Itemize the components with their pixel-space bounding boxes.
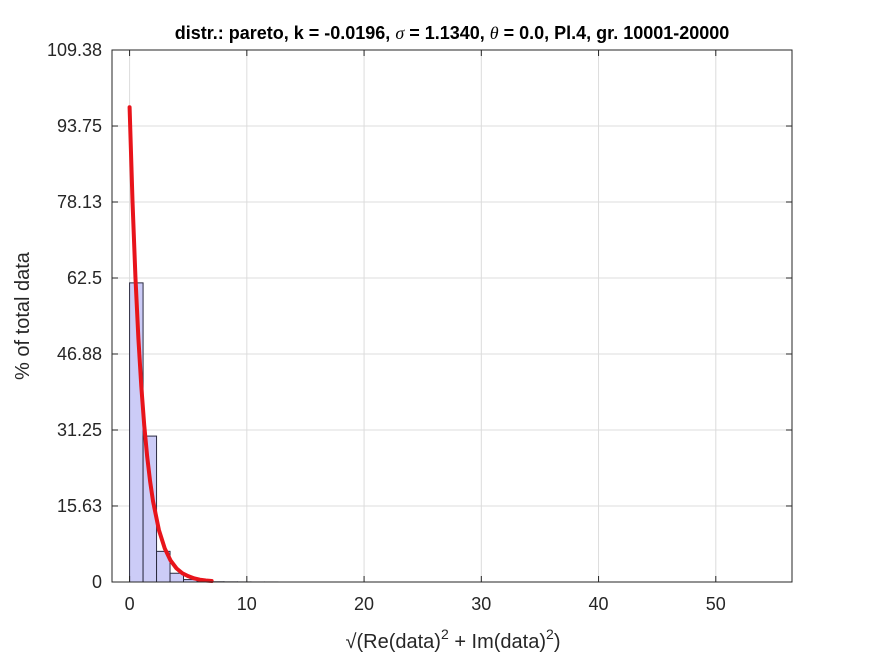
y-axis-label: % of total data [12, 251, 34, 380]
y-tick-label: 46.88 [57, 344, 102, 364]
y-axis-ticks: 0 15.63 31.25 46.88 62.5 78.13 93.75 109.38 [47, 40, 792, 592]
y-tick-label: 0 [92, 572, 102, 592]
y-tick-label: 31.25 [57, 420, 102, 440]
x-tick-label: 0 [125, 594, 135, 614]
x-axis-label: √(Re(data)2 + Im(data)2) [346, 626, 561, 653]
chart-title: distr.: pareto, k = -0.0196, σ = 1.1340,… [175, 23, 730, 43]
x-tick-label: 10 [237, 594, 257, 614]
y-tick-label: 62.5 [67, 268, 102, 288]
x-tick-label: 50 [706, 594, 726, 614]
y-tick-label: 15.63 [57, 496, 102, 516]
y-tick-label: 109.38 [47, 40, 102, 60]
y-tick-label: 78.13 [57, 192, 102, 212]
x-tick-label: 40 [589, 594, 609, 614]
y-tick-label: 93.75 [57, 116, 102, 136]
x-tick-label: 30 [471, 594, 491, 614]
fitted-pareto-curve [127, 105, 214, 584]
x-axis-ticks: 0 10 20 30 40 50 [125, 50, 726, 614]
plot-area-frame [111, 49, 793, 583]
x-tick-label: 20 [354, 594, 374, 614]
